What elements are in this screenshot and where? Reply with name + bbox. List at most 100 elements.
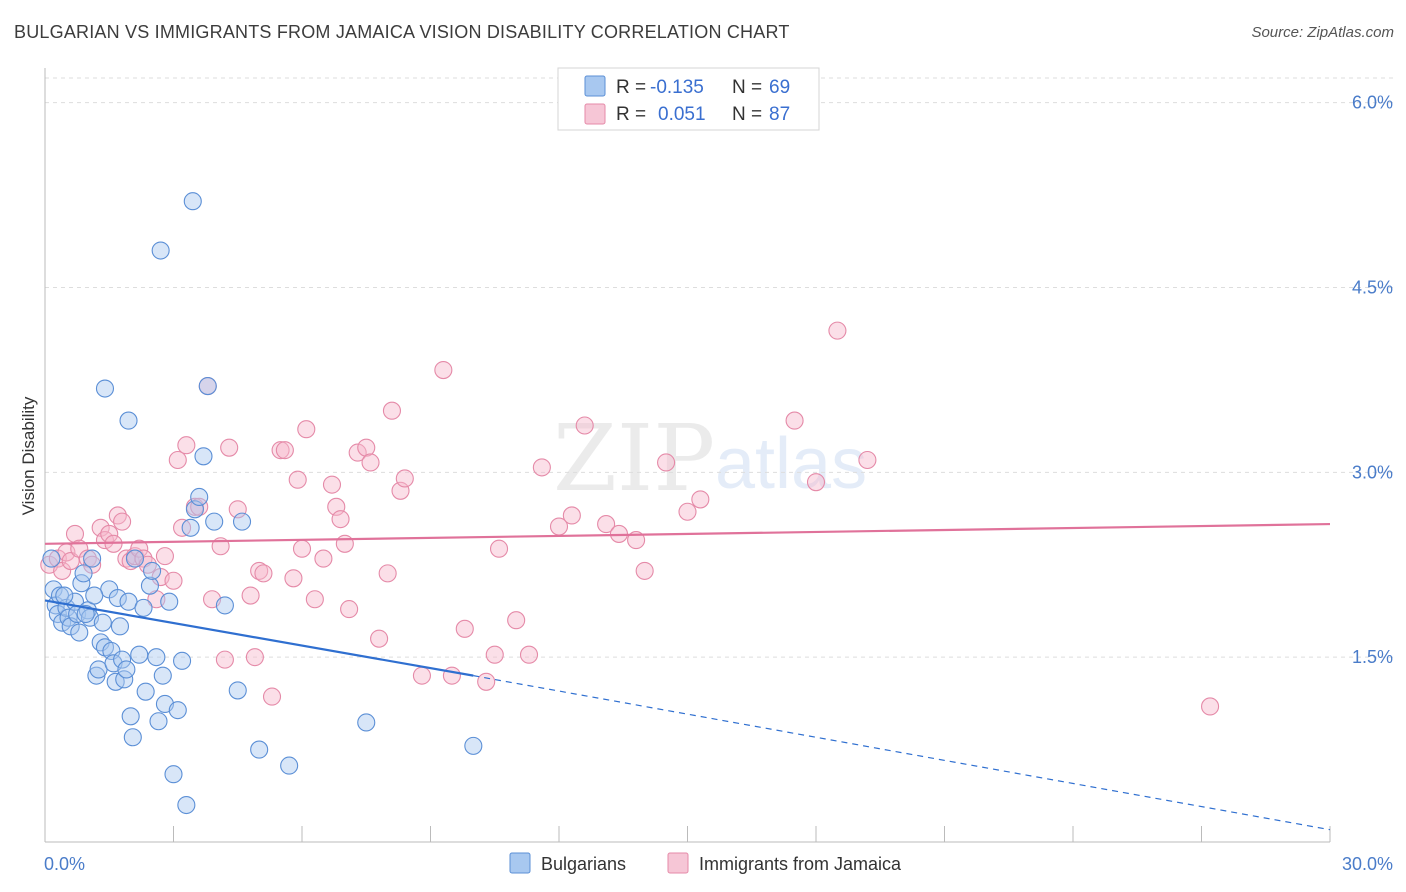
data-point-bulgarian (55, 586, 74, 605)
data-point-jamaica (532, 458, 551, 477)
data-point-jamaica (335, 534, 354, 553)
data-point-bulgarian (160, 592, 179, 611)
x-tick-label: 0.0% (44, 854, 85, 874)
data-point-jamaica (382, 401, 402, 420)
data-point-bulgarian (181, 518, 200, 537)
data-point-jamaica (348, 443, 367, 462)
data-point-jamaica (241, 586, 260, 605)
data-point-jamaica (1201, 697, 1220, 716)
data-point-jamaica (340, 600, 359, 619)
data-point-jamaica (245, 648, 264, 667)
data-point-jamaica (635, 561, 654, 580)
legend-swatch-blue (584, 75, 606, 97)
series-jamaica-points (40, 321, 1220, 716)
data-point-bulgarian (280, 756, 299, 775)
data-point-jamaica (477, 672, 496, 691)
data-point-jamaica (370, 629, 389, 648)
data-point-jamaica (262, 687, 282, 706)
data-point-bulgarian (143, 561, 162, 580)
data-point-jamaica (254, 564, 273, 583)
data-point-bulgarian (151, 241, 170, 260)
data-point-bulgarian (190, 487, 209, 507)
data-point-jamaica (575, 416, 594, 435)
bottom-legend-swatch-blue (509, 852, 531, 874)
data-point-bulgarian (134, 598, 153, 617)
data-point-jamaica (597, 515, 616, 534)
data-point-jamaica (828, 321, 847, 340)
data-point-bulgarian (108, 588, 127, 608)
data-point-bulgarian (149, 712, 168, 731)
legend-r-label-2: R = (616, 104, 646, 125)
data-point-jamaica (361, 453, 380, 472)
y-tick-label: 3.0% (1352, 462, 1393, 482)
data-point-bulgarian (464, 736, 483, 755)
bottom-legend-jamaica: Immigrants from Jamaica (699, 854, 902, 874)
data-point-jamaica (412, 666, 431, 685)
legend-n-value-1: 69 (769, 77, 790, 98)
data-point-jamaica (322, 475, 342, 494)
data-point-jamaica (130, 539, 149, 558)
bottom-legend-bulgarians: Bulgarians (541, 854, 626, 874)
data-point-bulgarian (168, 701, 187, 720)
data-point-bulgarian (93, 613, 112, 632)
series-bulgarians-points (42, 192, 483, 815)
data-point-jamaica (858, 450, 877, 470)
data-point-bulgarian (121, 707, 140, 726)
bottom-legend: Bulgarians Immigrants from Jamaica (509, 852, 902, 874)
y-tick-label: 4.5% (1352, 277, 1393, 297)
data-point-bulgarian (70, 623, 89, 642)
legend-r-value-2: 0.051 (658, 104, 706, 125)
data-point-bulgarian (153, 666, 172, 685)
data-point-jamaica (519, 645, 539, 664)
watermark: ZIP atlas (553, 405, 867, 512)
data-point-bulgarian (194, 447, 213, 466)
data-point-jamaica (378, 564, 397, 583)
y-tick-label: 6.0% (1352, 93, 1393, 113)
data-point-jamaica (489, 539, 509, 558)
legend: R = -0.135 N = 69 R = 0.051 N = 87 (557, 67, 820, 131)
data-point-jamaica (275, 441, 294, 460)
data-point-bulgarian (113, 650, 132, 669)
data-point-bulgarian (183, 192, 202, 211)
data-point-jamaica (284, 569, 303, 588)
data-point-bulgarian (140, 576, 159, 595)
data-point-bulgarian (147, 648, 166, 667)
data-point-jamaica (168, 450, 187, 470)
chart-title: BULGARIAN VS IMMIGRANTS FROM JAMAICA VIS… (14, 22, 790, 42)
data-point-jamaica (785, 411, 804, 430)
data-point-bulgarian (177, 795, 196, 815)
data-point-bulgarian (110, 617, 130, 636)
data-point-bulgarian (83, 549, 102, 568)
y-axis-label: Vision Disability (19, 396, 38, 515)
data-point-jamaica (806, 473, 826, 492)
data-point-jamaica (331, 510, 350, 529)
legend-swatch-pink (584, 103, 606, 125)
data-point-bulgarian (198, 377, 217, 396)
data-point-jamaica (314, 549, 333, 568)
data-point-jamaica (288, 470, 307, 489)
data-point-jamaica (292, 539, 312, 558)
data-point-bulgarian (136, 682, 155, 701)
watermark-atlas: atlas (715, 424, 867, 504)
legend-r-label-1: R = (616, 77, 646, 98)
y-tick-label: 1.5% (1352, 647, 1393, 667)
data-point-jamaica (215, 650, 234, 669)
data-point-bulgarian (76, 604, 95, 624)
data-point-jamaica (562, 506, 581, 525)
data-point-bulgarian (125, 549, 144, 568)
data-point-bulgarian (85, 586, 104, 605)
data-point-bulgarian (119, 411, 138, 430)
data-point-jamaica (357, 438, 376, 457)
data-point-jamaica (271, 441, 290, 460)
data-point-bulgarian (357, 713, 376, 732)
data-point-bulgarian (130, 645, 149, 664)
legend-r-value-1: -0.135 (650, 77, 704, 98)
data-point-bulgarian (232, 512, 252, 531)
data-point-bulgarian (250, 740, 269, 759)
legend-n-label-2: N = (732, 104, 762, 125)
data-point-jamaica (442, 666, 461, 685)
data-point-bulgarian (123, 728, 142, 747)
data-point-bulgarian (95, 379, 115, 398)
data-point-bulgarian (228, 681, 247, 700)
